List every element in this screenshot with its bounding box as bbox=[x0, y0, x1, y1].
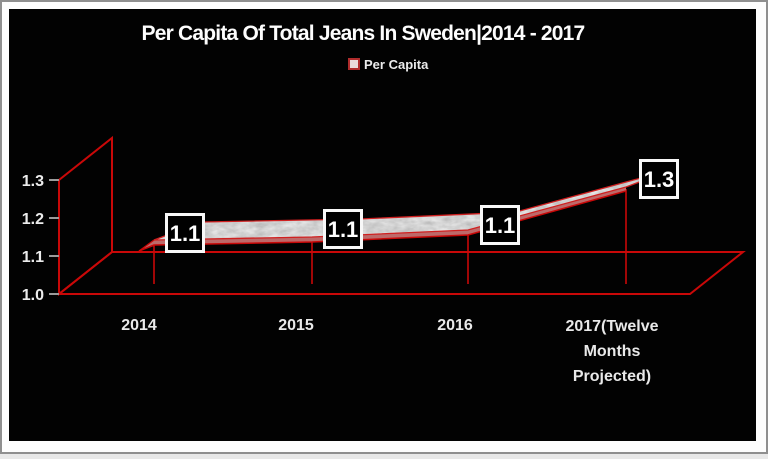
data-label-2016: 1.1 bbox=[480, 205, 520, 245]
data-label-2017: 1.3 bbox=[639, 159, 679, 199]
axis-floor bbox=[56, 251, 746, 295]
ribbon-left-edge bbox=[138, 239, 155, 252]
y-axis-label: 1.2 bbox=[22, 211, 44, 228]
data-label-box bbox=[639, 159, 679, 199]
data-label-value: 1.1 bbox=[485, 213, 516, 238]
y-axis-ticks bbox=[49, 179, 59, 295]
chart-title: Per Capita Of Total Jeans In Sweden|2014… bbox=[142, 22, 585, 45]
data-label-2015: 1.1 bbox=[323, 209, 363, 249]
x-axis-label-2014: 2014 bbox=[121, 317, 157, 334]
data-label-value: 1.1 bbox=[328, 217, 359, 242]
data-label-box bbox=[165, 213, 205, 253]
ribbon-bottom-edge bbox=[138, 190, 627, 252]
data-label-value: 1.3 bbox=[644, 167, 675, 192]
x-axis-label-2017-line1: 2017(Twelve bbox=[565, 318, 658, 335]
data-label-2014: 1.1 bbox=[165, 213, 205, 253]
data-label-box bbox=[323, 209, 363, 249]
legend-label: Per Capita bbox=[364, 57, 429, 72]
x-axis-label-2015: 2015 bbox=[278, 317, 314, 334]
y-axis-label: 1.3 bbox=[22, 173, 44, 190]
y-axis-label: 1.1 bbox=[22, 249, 44, 266]
data-label-value: 1.1 bbox=[170, 221, 201, 246]
data-label-box bbox=[480, 205, 520, 245]
legend-marker-icon bbox=[348, 58, 360, 70]
data-labels: 1.1 1.1 1.1 1.3 bbox=[165, 159, 679, 253]
x-axis-label-2017-line2: Months bbox=[584, 343, 641, 360]
legend: Per Capita bbox=[348, 57, 429, 72]
y-axis-label: 1.0 bbox=[22, 287, 44, 304]
x-axis-labels: 2014 2015 2016 2017(Twelve Months Projec… bbox=[121, 317, 658, 385]
x-axis-label-2016: 2016 bbox=[437, 317, 473, 334]
ribbon-texture bbox=[154, 169, 674, 240]
category-drop-lines bbox=[153, 189, 627, 284]
x-axis-label-2017-line3: Projected) bbox=[573, 368, 651, 385]
